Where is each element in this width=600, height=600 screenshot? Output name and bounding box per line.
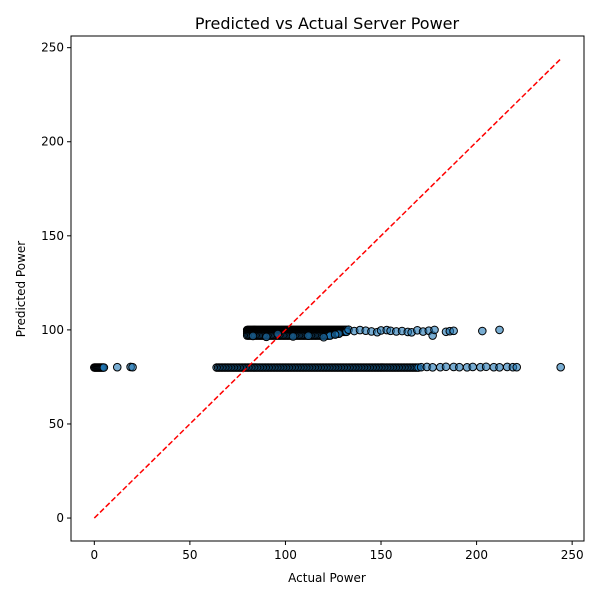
data-point [430,325,439,335]
x-axis-label: Actual Power [288,571,366,585]
data-point [468,362,478,372]
reference-line [93,58,562,519]
data-points [90,325,565,372]
data-point [304,331,313,341]
y-tick-label: 50 [49,417,64,431]
data-point [481,362,491,372]
x-tick-label: 50 [182,548,197,562]
x-tick-label: 150 [370,548,393,562]
x-axis-ticks: 0 50 100 150 200 250 [90,541,584,562]
data-point [288,332,298,341]
y-tick-label: 200 [41,135,64,149]
x-tick-label: 100 [274,548,297,562]
x-tick-label: 0 [90,548,98,562]
y-tick-label: 0 [56,511,64,525]
data-point [455,362,464,372]
data-point [428,363,437,372]
reference-line-layer [93,58,562,519]
data-point [495,325,504,335]
data-point [512,362,522,372]
data-point [495,363,504,372]
x-tick-label: 250 [561,548,584,562]
data-point [262,332,271,342]
y-axis-label: Predicted Power [14,241,28,337]
y-tick-label: 250 [41,41,64,55]
y-tick-label: 100 [41,323,64,337]
data-point [449,326,458,336]
data-point [319,332,328,342]
data-point [556,362,565,372]
data-point [248,331,258,341]
y-tick-label: 150 [41,229,64,243]
chart-title: Predicted vs Actual Server Power [195,14,460,33]
x-tick-label: 200 [465,548,488,562]
data-point [441,362,451,372]
y-axis-ticks: 0 50 100 150 200 250 [41,41,71,525]
data-point [478,326,487,336]
data-point [330,330,340,339]
data-point [99,363,109,372]
data-point [112,362,122,372]
plot-frame [70,35,585,542]
data-point [128,362,137,372]
